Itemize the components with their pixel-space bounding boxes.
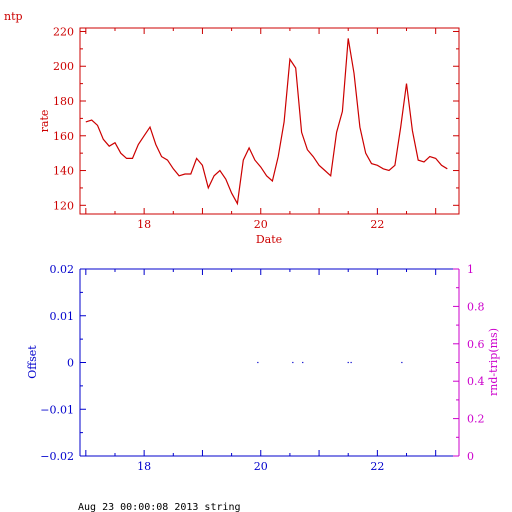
offset-point [347,361,349,364]
rate-x-tick-labels: 18 20 22 [137,218,384,231]
rate-series-line [85,38,448,206]
offset-x-tick-label: 18 [137,460,151,473]
offset-y-tick-label: −0.01 [40,403,74,416]
offset-x-tick-label: 20 [254,460,268,473]
footer-timestamp: Aug 23 00:00:08 2013 string [78,502,241,512]
roundtrip-y-axis-label: rnd-trip(ms) [487,328,500,396]
rate-y-tick-label: 180 [53,95,74,108]
offset-y-tick-label: −0.02 [40,450,74,463]
offset-point [350,361,352,364]
offset-y-tick-labels: −0.02 −0.01 0 0.01 0.02 [40,263,74,463]
rate-y-tick-label: 160 [53,130,74,143]
rate-y-tick-label: 140 [53,165,74,178]
offset-point [257,361,259,364]
offset-y-tick-label: 0.01 [50,310,75,323]
offset-y-ticks [80,268,86,457]
roundtrip-y-tick-label: 0.6 [467,338,485,351]
roundtrip-y-tick-labels: 0 0.2 0.4 0.6 0.8 1 [467,263,485,463]
rate-y-axis-label: rate [38,110,51,133]
roundtrip-y-tick-label: 0.8 [467,300,485,313]
offset-y-tick-label: 0.02 [50,263,75,276]
offset-y-axis-label: Offset [26,345,39,379]
offset-y-tick-label: 0 [67,357,74,370]
offset-point [302,361,304,364]
roundtrip-y-tick-label: 0.4 [467,375,485,388]
roundtrip-y-ticks [453,268,459,457]
rate-y-tick-label: 120 [53,199,74,212]
offset-x-ticks [85,269,437,456]
offset-x-tick-labels: 18 20 22 [137,460,384,473]
roundtrip-y-tick-label: 0.2 [467,413,485,426]
rate-x-tick-label: 22 [370,218,384,231]
rate-y-tick-labels: 120 140 160 180 200 220 [53,25,74,212]
rate-plot-frame [79,27,460,215]
roundtrip-y-tick-label: 1 [467,263,474,276]
rate-chart: 18 20 22 120 140 160 180 200 220 Date rate [38,25,460,246]
offset-chart: 18 20 22 −0.02 −0.01 0 0.01 0.02 0 0.2 0.4 0.6 0.8… [26,263,500,473]
rate-y-tick-label: 220 [53,25,74,38]
offset-points [257,361,403,364]
rate-x-tick-label: 20 [254,218,268,231]
offset-point [401,361,403,364]
offset-point [292,361,294,364]
rate-x-axis-label: Date [256,233,282,246]
roundtrip-y-tick-label: 0 [467,450,474,463]
page-label: ntp [4,10,23,23]
rate-x-ticks [85,28,437,214]
rate-y-tick-label: 200 [53,60,74,73]
rate-x-tick-label: 18 [137,218,151,231]
offset-x-tick-label: 22 [370,460,384,473]
rate-y-ticks [80,30,459,206]
